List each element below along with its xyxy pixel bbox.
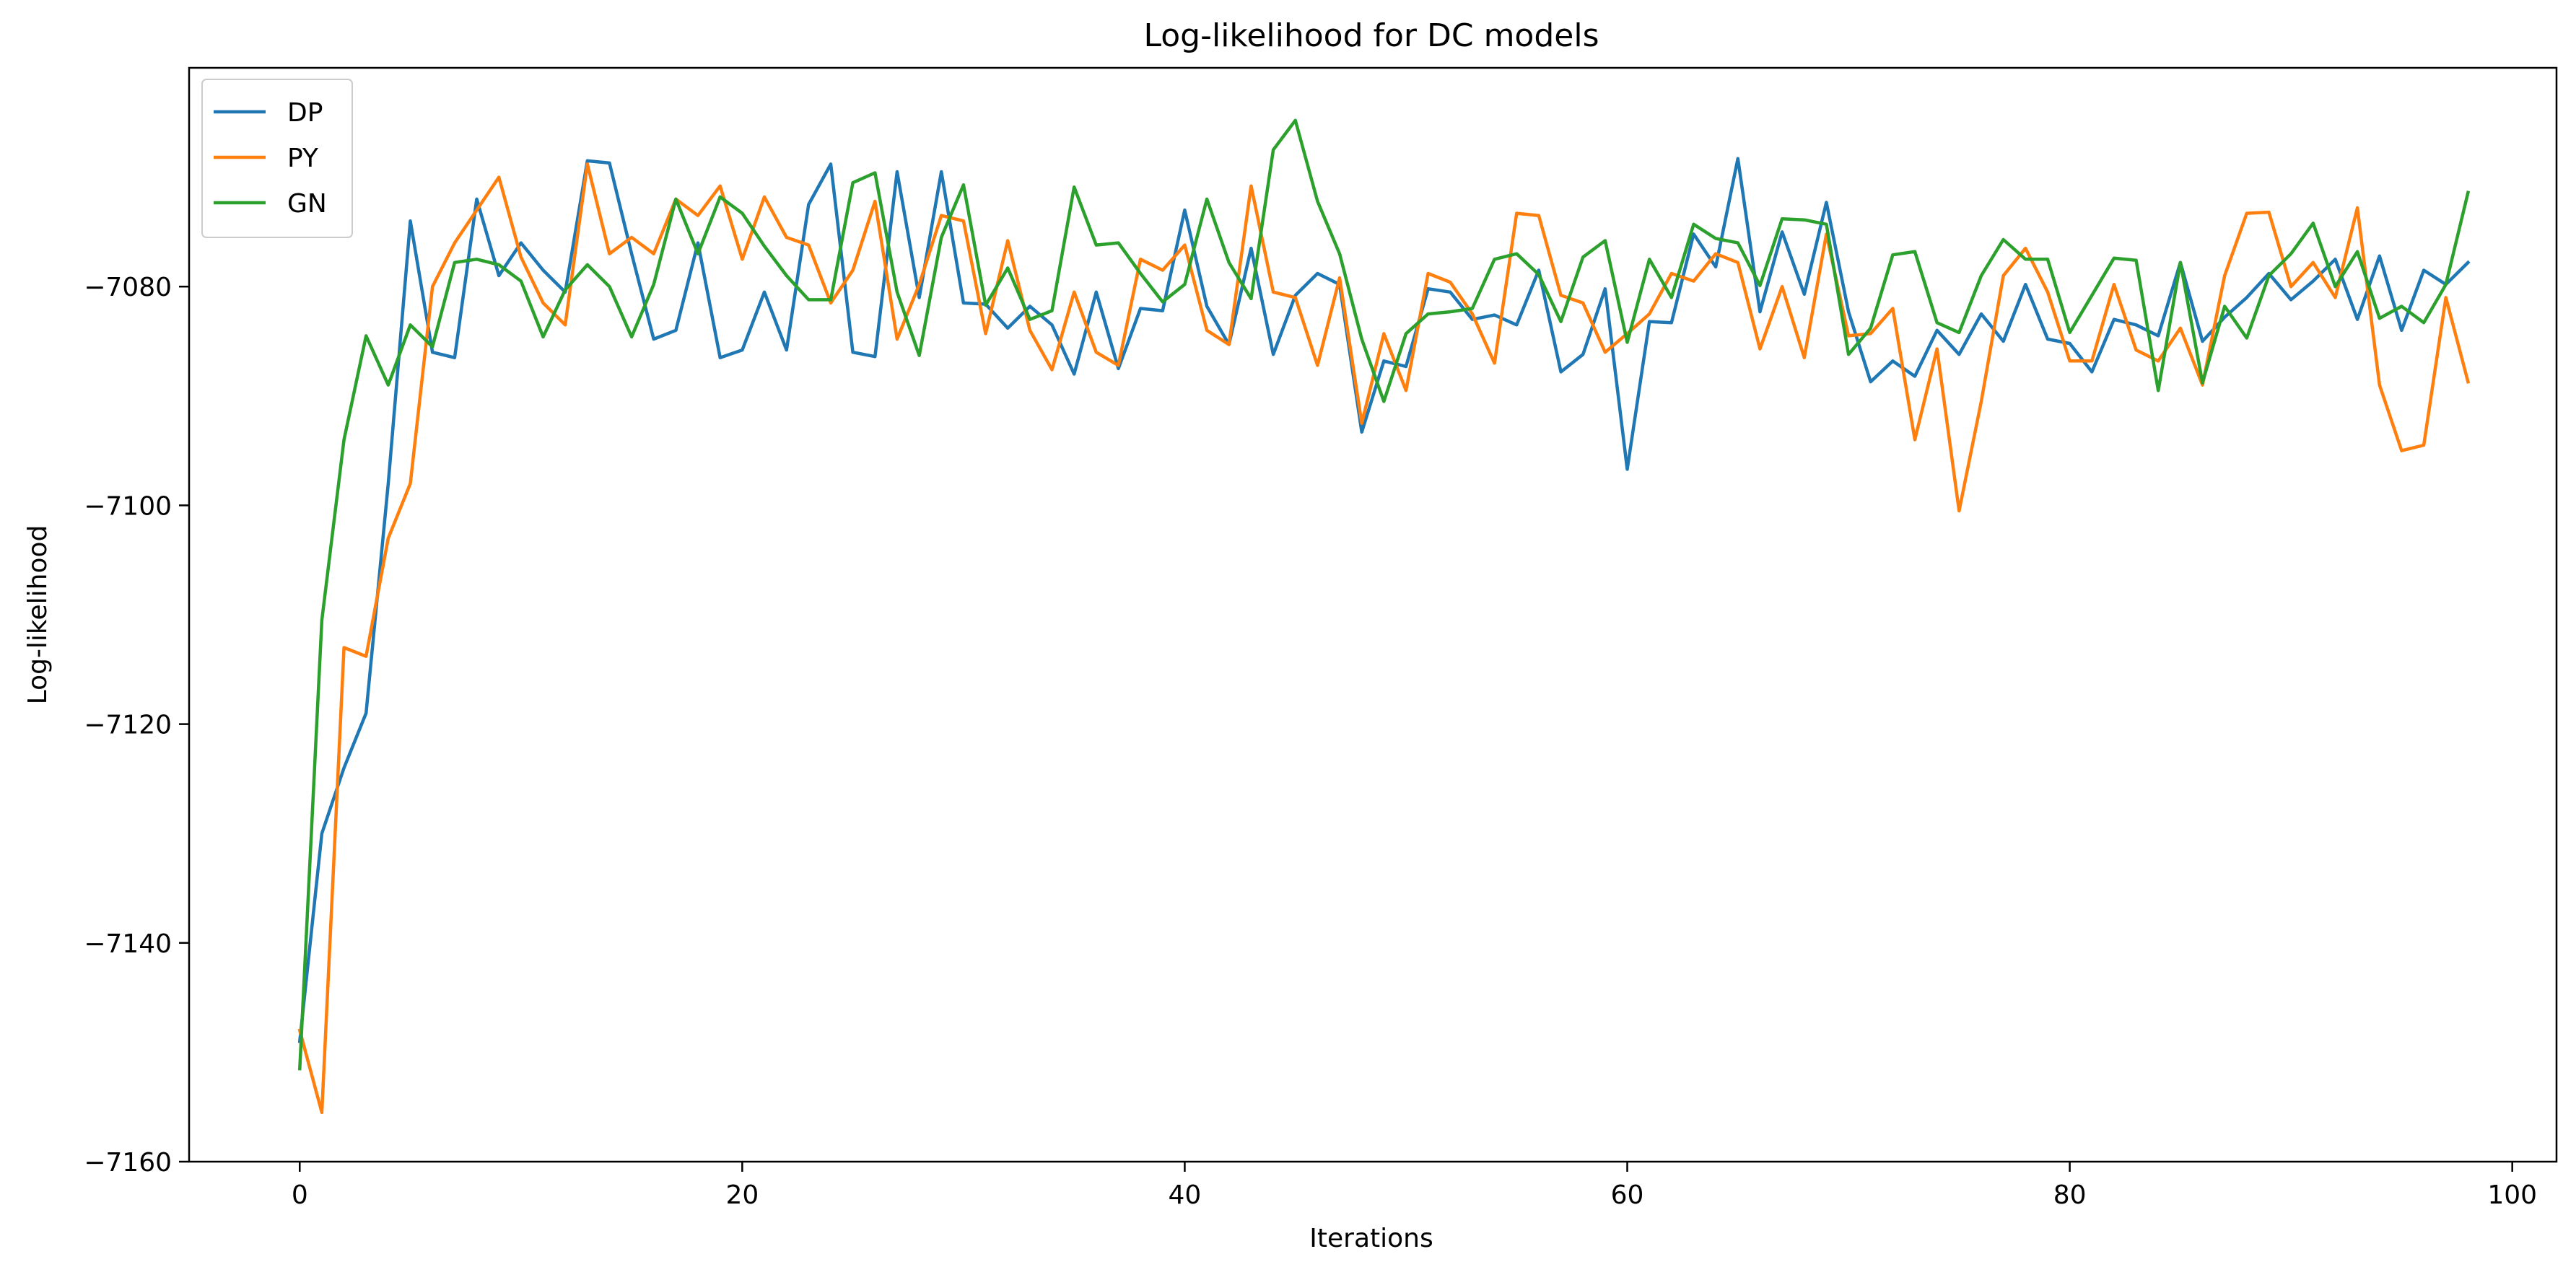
chart-title: Log-likelihood for DC models [1144, 17, 1599, 54]
plot-area [297, 118, 2471, 1115]
y-tick-label: −7120 [84, 711, 172, 740]
series-line-dp [297, 157, 2471, 1043]
y-tick-label: −7140 [84, 929, 172, 959]
plot-frame [188, 66, 2558, 1163]
y-tick-label: −7080 [84, 273, 172, 302]
y-tick-label: −7160 [84, 1148, 172, 1178]
series-line-gn [297, 118, 2471, 1071]
x-tick-label: 40 [1169, 1180, 1202, 1210]
axes: 0 20 40 60 80 100 −7160 −7140 −7120 −7100 −7080 [84, 273, 2537, 1210]
y-tick-label: −7100 [84, 491, 172, 521]
x-axis-label: Iterations [1309, 1224, 1433, 1253]
legend-label-dp: DP [287, 98, 323, 128]
x-tick-label: 20 [725, 1180, 759, 1210]
legend-label-gn: GN [287, 189, 327, 219]
x-tick-label: 80 [2053, 1180, 2087, 1210]
legend: DP PY GN [201, 79, 353, 238]
legend-box [201, 79, 353, 238]
legend-label-py: PY [287, 144, 319, 173]
series-line-py [297, 162, 2471, 1115]
x-tick-label: 100 [2487, 1180, 2537, 1210]
y-axis-label: Log-likelihood [23, 525, 53, 705]
x-tick-label: 60 [1611, 1180, 1644, 1210]
x-tick-label: 0 [292, 1180, 308, 1210]
